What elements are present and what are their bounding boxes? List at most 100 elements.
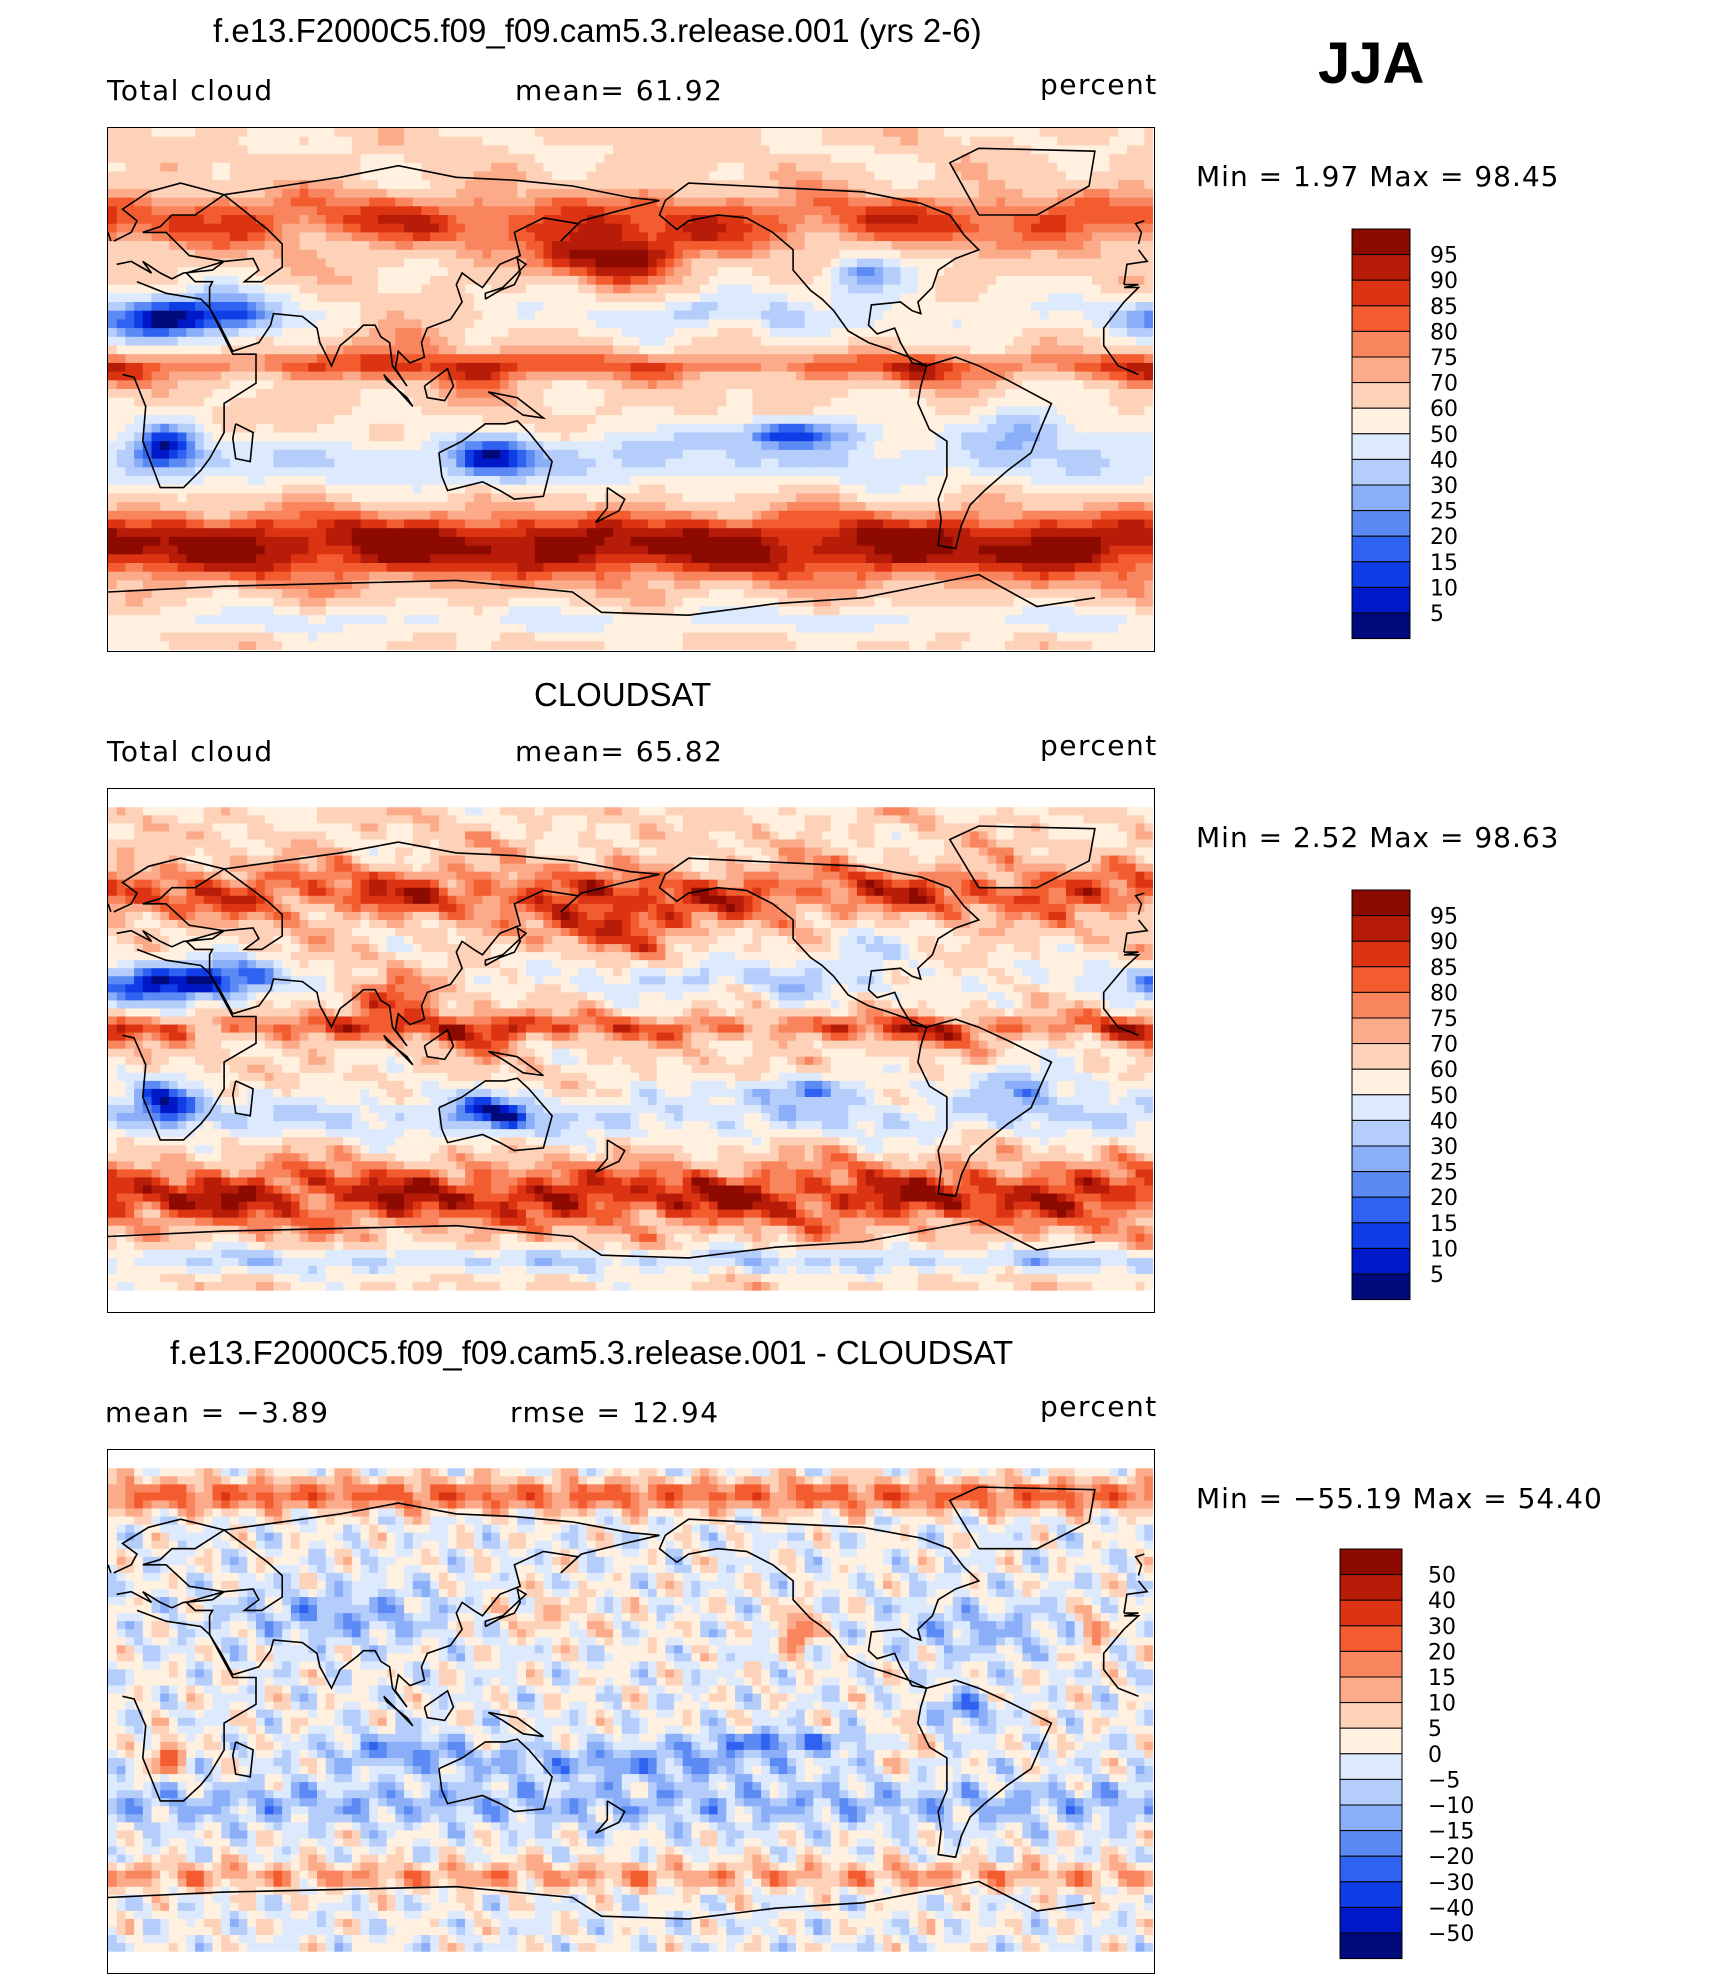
colorbar-box — [1352, 562, 1410, 588]
panel-1-minmax: Min = 1.97 Max = 98.45 — [1196, 160, 1560, 193]
colorbar-level-label: 5 — [1428, 1717, 1442, 1742]
colorbar-level-label: 90 — [1430, 269, 1458, 294]
colorbar-box — [1352, 941, 1410, 967]
panel-1-variable-label: Total cloud — [107, 74, 274, 107]
colorbar-box — [1340, 1779, 1402, 1805]
panel-2-map — [107, 788, 1155, 1313]
colorbar-box — [1352, 1274, 1410, 1300]
colorbar-level-label: 20 — [1430, 1186, 1458, 1211]
colorbar-level-label: 50 — [1430, 423, 1458, 448]
colorbar-level-label: 50 — [1430, 1084, 1458, 1109]
colorbar-level-label: 0 — [1428, 1743, 1442, 1768]
colorbar-level-label: 70 — [1430, 372, 1458, 397]
colorbar-level-label: 25 — [1430, 500, 1458, 525]
colorbar-box — [1340, 1600, 1402, 1626]
colorbar-box — [1352, 890, 1410, 916]
panel-1-map-svg — [108, 128, 1153, 650]
colorbar-box — [1352, 485, 1410, 511]
colorbar-level-label: −30 — [1428, 1871, 1474, 1896]
panel-1-units-label: percent — [1040, 68, 1158, 101]
colorbar-level-label: 5 — [1430, 602, 1444, 627]
panel-2-map-svg — [108, 789, 1153, 1311]
panel-2-units-label: percent — [1040, 729, 1158, 762]
colorbar-box — [1352, 967, 1410, 993]
colorbar-level-label: 60 — [1430, 397, 1458, 422]
colorbar-level-label: 30 — [1430, 1135, 1458, 1160]
colorbar-box — [1340, 1728, 1402, 1754]
colorbar-box — [1340, 1575, 1402, 1601]
colorbar-box — [1340, 1677, 1402, 1703]
colorbar-box — [1352, 1172, 1410, 1198]
colorbar-box — [1352, 1069, 1410, 1095]
colorbar-box — [1352, 613, 1410, 639]
colorbar-box — [1352, 536, 1410, 562]
colorbar-level-label: 40 — [1430, 1109, 1458, 1134]
colorbar-box — [1340, 1933, 1402, 1959]
panel-3-mean-label: mean = −3.89 — [105, 1396, 329, 1429]
colorbar-box — [1340, 1805, 1402, 1831]
panel-2-title: CLOUDSAT — [534, 676, 711, 714]
contour-field — [108, 128, 1153, 650]
colorbar-level-label: 80 — [1430, 981, 1458, 1006]
colorbar-box — [1352, 459, 1410, 485]
colorbar-level-label: 15 — [1430, 551, 1458, 576]
panel-3-title: f.e13.F2000C5.f09_f09.cam5.3.release.001… — [170, 1334, 1013, 1372]
colorbar-box — [1340, 1907, 1402, 1933]
contour-field — [108, 1468, 1153, 1951]
colorbar-box — [1352, 357, 1410, 383]
colorbar-level-label: 10 — [1430, 1237, 1458, 1262]
colorbar-box — [1352, 1197, 1410, 1223]
colorbar-box — [1352, 1095, 1410, 1121]
colorbar-level-label: 10 — [1428, 1692, 1456, 1717]
colorbar-box — [1352, 383, 1410, 409]
colorbar-box — [1352, 511, 1410, 537]
panel-1-title: f.e13.F2000C5.f09_f09.cam5.3.release.001… — [213, 12, 982, 50]
colorbar-box — [1352, 408, 1410, 434]
colorbar-box — [1340, 1703, 1402, 1729]
panel-3-map — [107, 1449, 1155, 1974]
colorbar-box — [1352, 331, 1410, 357]
colorbar-level-label: 60 — [1430, 1058, 1458, 1083]
colorbar-level-label: −10 — [1428, 1794, 1474, 1819]
colorbar-box — [1352, 1248, 1410, 1274]
colorbar-level-label: 75 — [1430, 1007, 1458, 1032]
colorbar-level-label: 50 — [1428, 1564, 1456, 1589]
panel-2-variable-label: Total cloud — [107, 735, 274, 768]
panel-1-mean-label: mean= 61.92 — [515, 74, 723, 107]
colorbar-box — [1340, 1549, 1402, 1575]
colorbar-level-label: 70 — [1430, 1033, 1458, 1058]
colorbar-level-label: 75 — [1430, 346, 1458, 371]
colorbar-box — [1352, 992, 1410, 1018]
colorbar-level-label: 5 — [1430, 1263, 1444, 1288]
colorbar-level-label: 85 — [1430, 956, 1458, 981]
colorbar-level-label: 15 — [1428, 1666, 1456, 1691]
colorbar-box — [1352, 1018, 1410, 1044]
season-label: JJA — [1318, 30, 1424, 97]
colorbar-box — [1340, 1831, 1402, 1857]
colorbar-level-label: 95 — [1430, 905, 1458, 930]
panel-2-mean-label: mean= 65.82 — [515, 735, 723, 768]
colorbar-level-label: 10 — [1430, 576, 1458, 601]
colorbar-box — [1352, 434, 1410, 460]
colorbar-box — [1352, 1120, 1410, 1146]
colorbar-level-label: 95 — [1430, 244, 1458, 269]
colorbar-level-label: −5 — [1428, 1768, 1460, 1793]
colorbar-level-label: −50 — [1428, 1922, 1474, 1947]
colorbar-level-label: 85 — [1430, 295, 1458, 320]
panel-1-map — [107, 127, 1155, 652]
colorbar-box — [1352, 306, 1410, 332]
panel-3-map-svg — [108, 1450, 1153, 1972]
colorbar-level-label: 25 — [1430, 1161, 1458, 1186]
colorbar-box — [1352, 587, 1410, 613]
panel-3-rmse-label: rmse = 12.94 — [510, 1396, 720, 1429]
colorbar-box — [1352, 1044, 1410, 1070]
colorbar-box — [1340, 1882, 1402, 1908]
colorbar-box — [1352, 229, 1410, 255]
colorbar-level-label: 80 — [1430, 320, 1458, 345]
colorbar-box — [1352, 916, 1410, 942]
colorbar-box — [1340, 1754, 1402, 1780]
colorbar-level-label: 30 — [1430, 474, 1458, 499]
